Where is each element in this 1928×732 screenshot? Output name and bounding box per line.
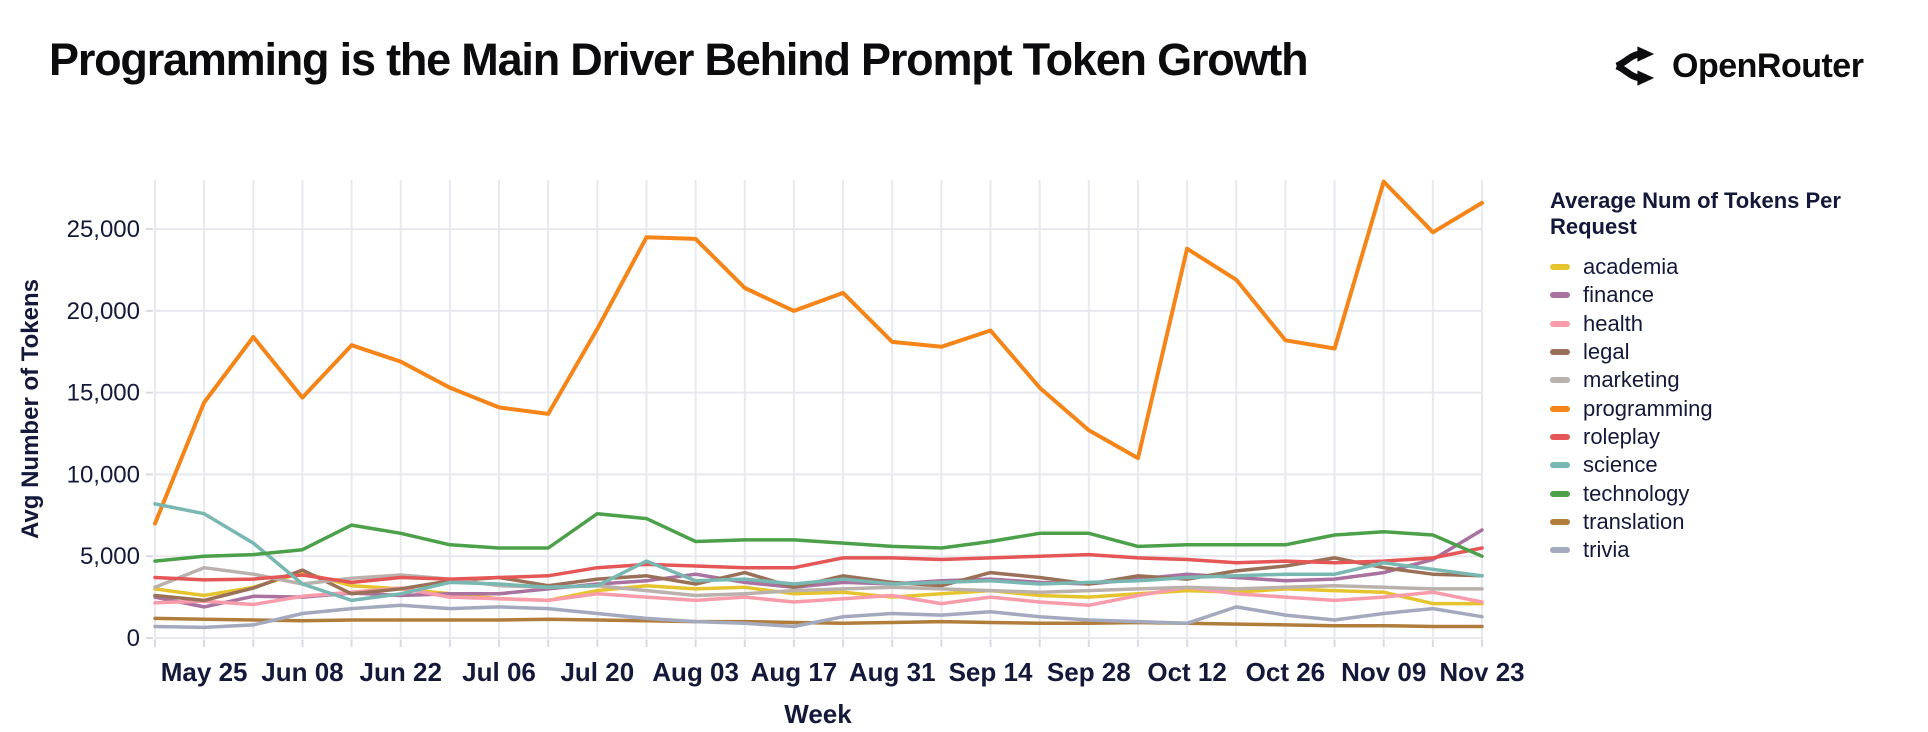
legend-item-technology[interactable]: technology <box>1550 479 1922 507</box>
legend-item-science[interactable]: science <box>1550 451 1922 479</box>
x-tick-label: Sep 28 <box>1047 657 1131 687</box>
y-tick-label: 20,000 <box>67 298 140 325</box>
legend-swatch-legal <box>1550 349 1570 356</box>
x-tick-label: Jul 06 <box>462 657 536 687</box>
legend-item-legal[interactable]: legal <box>1550 338 1922 366</box>
x-tick-label: Oct 26 <box>1246 657 1326 687</box>
legend-label: science <box>1583 452 1658 478</box>
legend-label: translation <box>1583 508 1685 534</box>
legend-swatch-health <box>1550 320 1570 327</box>
series-line-finance <box>153 528 1484 609</box>
openrouter-fork-arrows-icon <box>1615 46 1655 86</box>
series-lines <box>153 179 1484 630</box>
legend-swatch-academia <box>1550 264 1570 271</box>
y-tick-label: 5,000 <box>80 543 140 570</box>
x-tick-label: Nov 09 <box>1341 657 1426 687</box>
legend-label: roleplay <box>1583 423 1661 449</box>
x-tick-label: Aug 03 <box>652 657 739 687</box>
legend-label: finance <box>1583 282 1654 308</box>
series-line-technology <box>153 511 1484 563</box>
openrouter-logo[interactable]: OpenRouter <box>1612 40 1864 92</box>
legend-label: technology <box>1583 480 1690 506</box>
series-line-academia <box>153 570 1484 606</box>
series-line-marketing <box>153 565 1484 598</box>
y-axis-title: Avg Number of Tokens <box>17 279 44 539</box>
x-tick-label: Jul 20 <box>560 657 634 687</box>
x-tick-label: Jun 08 <box>261 657 343 687</box>
series-line-science <box>153 502 1484 603</box>
legend-item-health[interactable]: health <box>1550 310 1922 338</box>
x-tick-label: Jun 22 <box>360 657 442 687</box>
legend-label: health <box>1583 310 1643 336</box>
series-line-programming <box>153 179 1484 526</box>
legend-title: Average Num of Tokens Per Request <box>1550 188 1841 239</box>
legend-swatch-trivia <box>1550 547 1570 554</box>
x-tick-label: Aug 17 <box>751 657 838 687</box>
legend-swatch-finance <box>1550 292 1570 299</box>
legend-swatch-programming <box>1550 405 1570 412</box>
legend-swatch-science <box>1550 462 1570 469</box>
y-tick-label: 25,000 <box>67 216 140 243</box>
x-tick-label: May 25 <box>161 657 248 687</box>
legend-label: programming <box>1583 395 1713 421</box>
x-tick-label: Oct 12 <box>1147 657 1227 687</box>
x-tick-label: Sep 14 <box>949 657 1033 687</box>
legend-label: academia <box>1583 254 1679 280</box>
legend-swatch-technology <box>1550 490 1570 497</box>
grid-lines <box>154 180 1483 640</box>
legend-swatch-marketing <box>1550 377 1570 384</box>
y-tick-label: 10,000 <box>67 461 140 488</box>
legend-label: trivia <box>1583 537 1630 563</box>
x-axis-title: Week <box>784 699 852 729</box>
legend-item-finance[interactable]: finance <box>1550 281 1922 309</box>
brand-name: OpenRouter <box>1672 46 1864 85</box>
legend-label: marketing <box>1583 367 1680 393</box>
legend-item-programming[interactable]: programming <box>1550 394 1922 422</box>
legend-item-marketing[interactable]: marketing <box>1550 366 1922 394</box>
legend-item-translation[interactable]: translation <box>1550 508 1922 536</box>
axis-labels: 0 5,000 10,000 15,000 20,000 25,000 May 25 Jun … <box>67 216 1525 687</box>
legend-item-academia[interactable]: academia <box>1550 253 1922 281</box>
axis-ticks <box>146 228 1483 647</box>
page-title: Programming is the Main Driver Behind Pr… <box>49 34 1309 85</box>
legend-swatch-roleplay <box>1550 433 1570 440</box>
y-tick-label: 0 <box>127 625 140 652</box>
legend-item-trivia[interactable]: trivia <box>1550 536 1922 564</box>
y-tick-label: 15,000 <box>67 380 140 407</box>
x-tick-label: Aug 31 <box>849 657 936 687</box>
legend: Average Num of Tokens Per Request academ… <box>1550 188 1922 564</box>
legend-label: legal <box>1583 339 1630 365</box>
series-line-trivia <box>153 603 1484 630</box>
legend-items: academia finance health legal marketing progr… <box>1550 253 1922 564</box>
x-tick-label: Nov 23 <box>1439 657 1524 687</box>
series-line-roleplay <box>153 546 1484 585</box>
legend-swatch-translation <box>1550 518 1570 525</box>
legend-item-roleplay[interactable]: roleplay <box>1550 423 1922 451</box>
